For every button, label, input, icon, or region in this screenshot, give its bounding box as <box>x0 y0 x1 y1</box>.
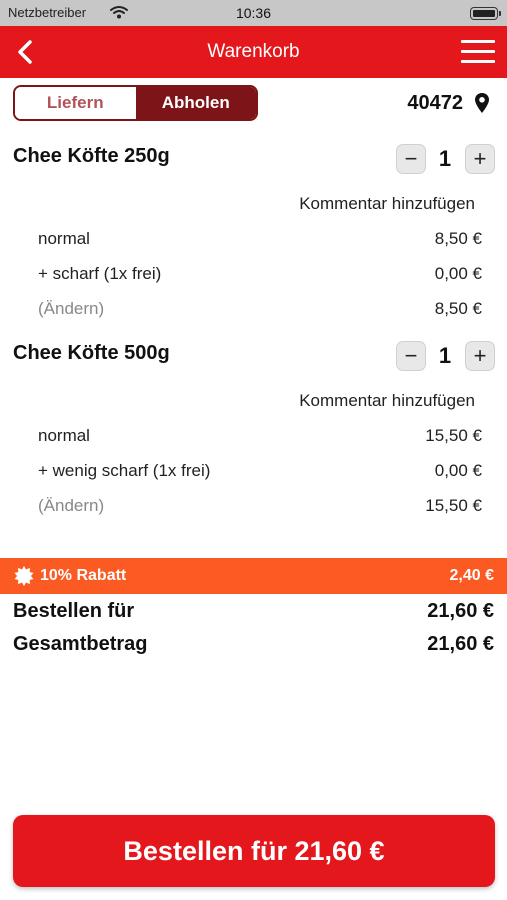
option-price: 15,50 € <box>425 426 482 445</box>
option-label: + wenig scharf (1x frei) <box>38 461 211 480</box>
item-subtotal: 15,50 € <box>425 496 482 515</box>
status-time: 10:36 <box>235 5 272 21</box>
status-bar: Netzbetreiber 10:36 <box>0 0 507 26</box>
option-price: 0,00 € <box>434 461 482 480</box>
change-option-link[interactable]: (Ändern) <box>38 299 105 318</box>
option-label: + scharf (1x frei) <box>38 264 162 283</box>
order-button[interactable]: Bestellen für 21,60 € <box>13 815 495 887</box>
back-icon[interactable] <box>12 38 40 66</box>
item-subtotal: 8,50 € <box>434 299 482 318</box>
add-comment-link[interactable]: Kommentar hinzufügen <box>299 194 475 213</box>
total-label: Gesamtbetrag <box>13 633 148 655</box>
nav-bar: Warenkorb <box>0 26 507 78</box>
option-price: 0,00 € <box>434 264 482 283</box>
cart-item-name: Chee Köfte 500g <box>13 342 170 364</box>
increase-quantity-button[interactable]: + <box>465 144 495 174</box>
add-comment-link[interactable]: Kommentar hinzufügen <box>299 391 475 410</box>
tab-abholen[interactable]: Abholen <box>135 87 256 119</box>
minus-icon: − <box>404 146 418 171</box>
discount-badge-icon <box>14 566 34 586</box>
decrease-quantity-button[interactable]: − <box>396 341 426 371</box>
option-price: 8,50 € <box>434 229 482 248</box>
wifi-icon <box>110 6 128 19</box>
decrease-quantity-button[interactable]: − <box>396 144 426 174</box>
quantity-value: 1 <box>438 343 452 368</box>
quantity-value: 1 <box>438 146 452 171</box>
order-for-label: Bestellen für <box>13 600 135 622</box>
plus-icon: + <box>473 146 487 171</box>
minus-icon: − <box>404 343 418 368</box>
carrier-name: Netzbetreiber <box>8 5 87 20</box>
cart-item-name: Chee Köfte 250g <box>13 145 170 167</box>
total-value: 21,60 € <box>427 633 494 655</box>
tab-liefern[interactable]: Liefern <box>15 87 136 119</box>
discount-label: 10% Rabatt <box>40 567 127 584</box>
discount-value: 2,40 € <box>449 567 494 584</box>
discount-bar: 10% Rabatt 2,40 € <box>0 558 507 594</box>
increase-quantity-button[interactable]: + <box>465 341 495 371</box>
page-title: Warenkorb <box>207 41 300 62</box>
delivery-mode-toggle: Liefern Abholen <box>13 85 258 121</box>
option-label: normal <box>38 426 90 445</box>
plus-icon: + <box>473 343 487 368</box>
battery-icon <box>470 7 501 20</box>
change-option-link[interactable]: (Ändern) <box>38 496 105 515</box>
menu-icon[interactable] <box>461 40 495 64</box>
zip-code[interactable]: 40472 <box>407 92 463 114</box>
order-for-value: 21,60 € <box>427 600 494 622</box>
location-pin-icon[interactable] <box>474 92 490 114</box>
option-label: normal <box>38 229 90 248</box>
